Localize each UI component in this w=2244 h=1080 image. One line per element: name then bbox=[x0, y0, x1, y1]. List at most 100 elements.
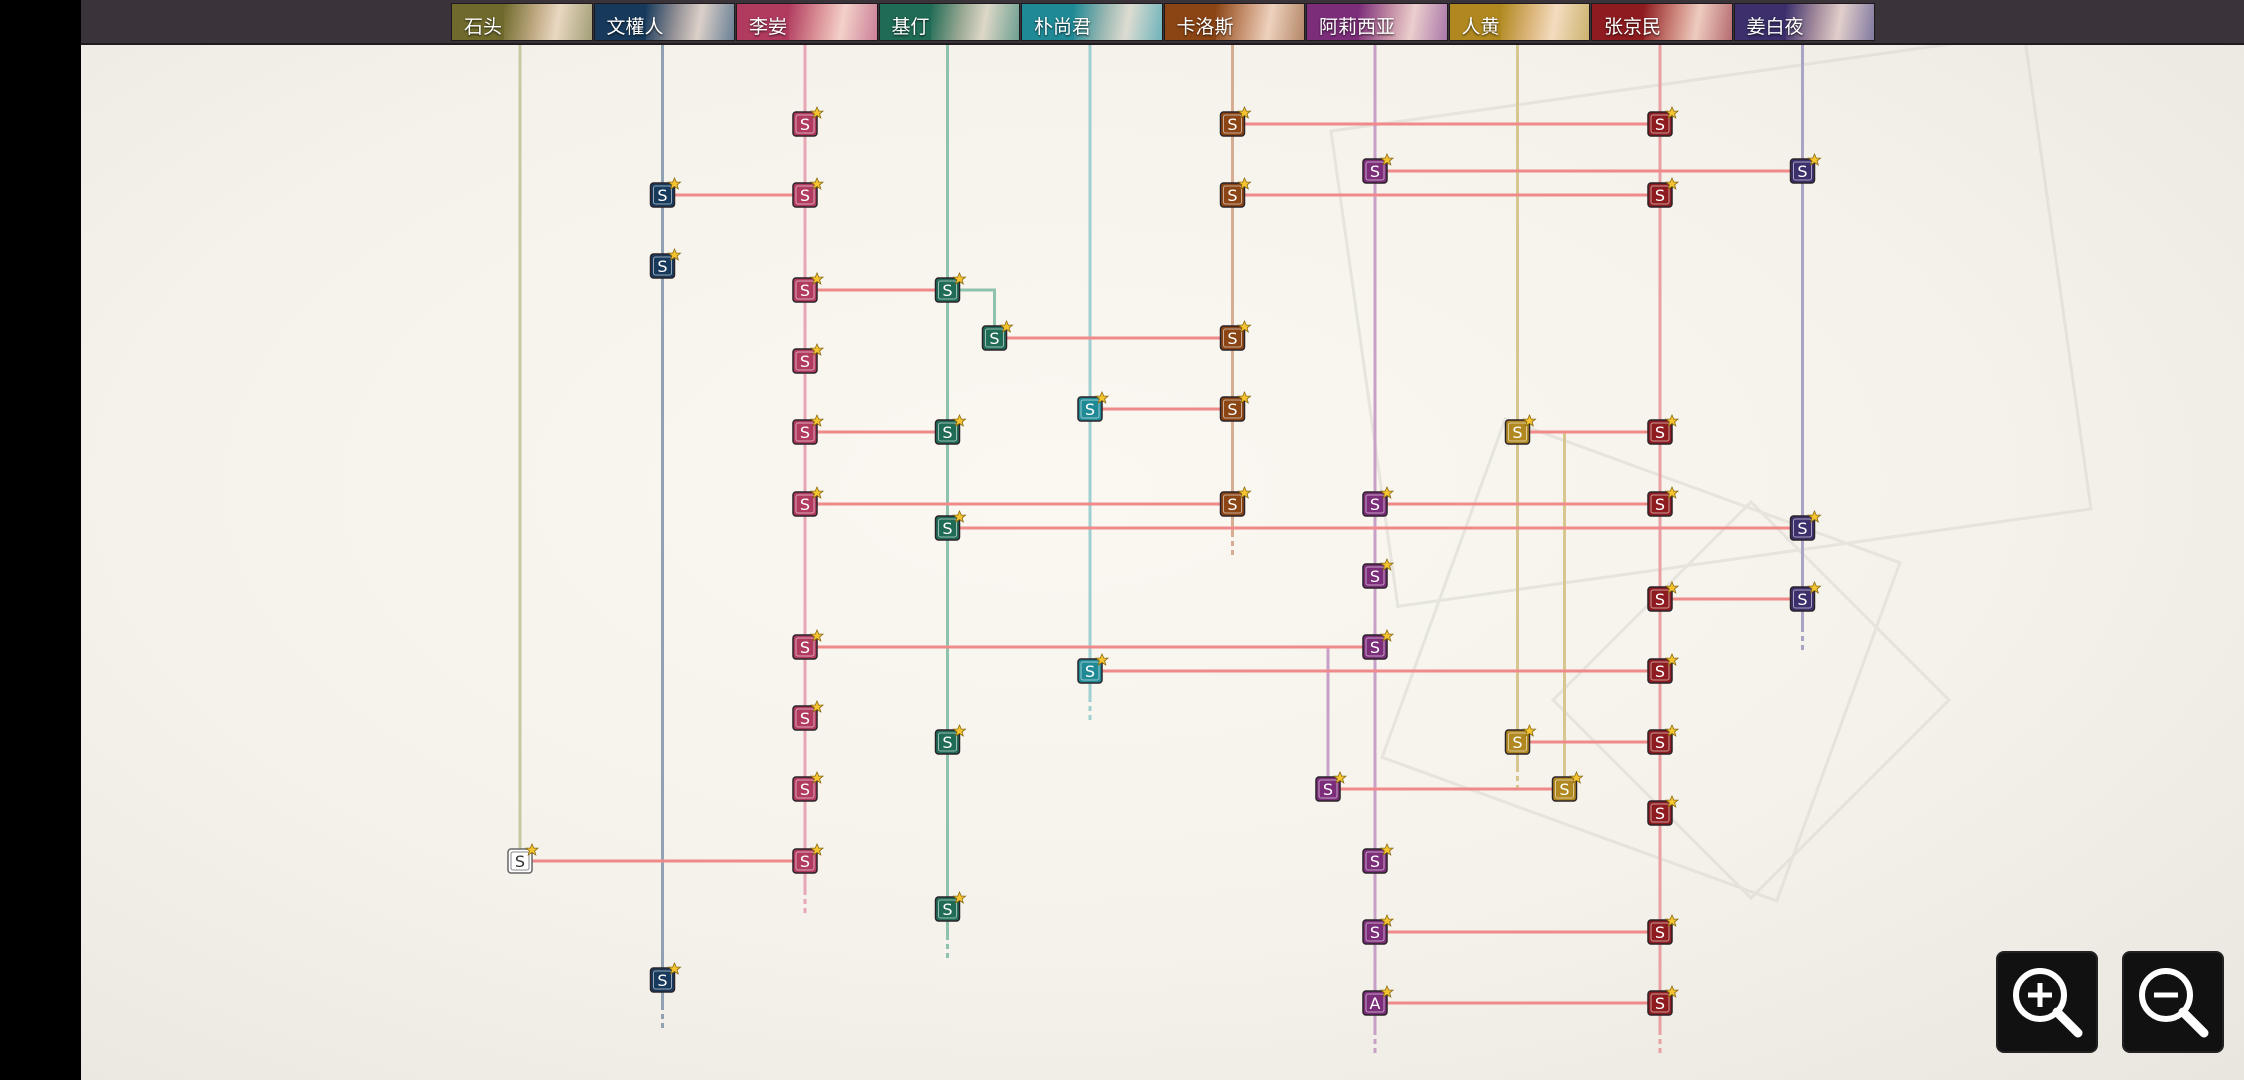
support-node-piaoshangjun[interactable]: S bbox=[1077, 653, 1110, 684]
star-icon bbox=[1379, 629, 1395, 642]
support-node-jiding[interactable]: S bbox=[934, 891, 967, 922]
node-rank: S bbox=[1512, 733, 1522, 752]
node-inner-border bbox=[795, 851, 815, 871]
character-tab-zhangjingmin[interactable]: 张京民 bbox=[1591, 3, 1733, 41]
node-inner-border bbox=[1508, 422, 1527, 442]
character-tab-jiding[interactable]: 基仃 bbox=[878, 3, 1020, 41]
support-node-zhangjingmin[interactable]: S bbox=[1647, 177, 1680, 208]
node-rank: S bbox=[1370, 852, 1380, 871]
node-box bbox=[1647, 919, 1673, 945]
support-node-zhangjingmin[interactable]: S bbox=[1647, 653, 1680, 684]
node-box bbox=[792, 419, 818, 445]
support-node-piaoshangjun[interactable]: S bbox=[1077, 391, 1110, 422]
star-icon bbox=[809, 272, 825, 285]
support-node-liyao[interactable]: S bbox=[792, 486, 825, 517]
support-node-aliciya[interactable]: S bbox=[1362, 914, 1395, 945]
support-node-zhangjingmin[interactable]: S bbox=[1647, 414, 1680, 445]
support-node-zhangjingmin[interactable]: S bbox=[1647, 914, 1680, 945]
support-node-zhangjingmin[interactable]: S bbox=[1647, 724, 1680, 755]
support-node-jiding[interactable]: S bbox=[934, 724, 967, 755]
star-icon bbox=[809, 486, 825, 499]
character-tab-renhuang[interactable]: 人黄 bbox=[1448, 3, 1590, 41]
node-box bbox=[649, 253, 676, 279]
node-inner-border bbox=[1650, 185, 1670, 205]
node-rank: S bbox=[1323, 780, 1333, 799]
support-node-renhuang[interactable]: S bbox=[1504, 414, 1537, 445]
node-box bbox=[792, 277, 818, 303]
character-name: 张京民 bbox=[1604, 16, 1662, 38]
node-box bbox=[934, 515, 961, 541]
support-node-jiangbaiye[interactable]: S bbox=[1789, 153, 1822, 184]
character-portrait bbox=[1501, 4, 1589, 40]
support-node-jiangbaiye[interactable]: S bbox=[1789, 510, 1822, 541]
character-tab-jiangbaiye[interactable]: 姜白夜 bbox=[1733, 3, 1875, 41]
character-portrait bbox=[1216, 4, 1304, 40]
support-node-kaluosi[interactable]: S bbox=[1219, 391, 1252, 422]
support-node-zhangjingmin[interactable]: S bbox=[1647, 985, 1680, 1016]
support-node-liyao[interactable]: S bbox=[792, 177, 825, 208]
support-node-liyao[interactable]: S bbox=[792, 272, 825, 303]
support-node-aliciya[interactable]: S bbox=[1315, 771, 1348, 802]
star-icon bbox=[667, 962, 682, 975]
zoom-in-button[interactable] bbox=[1998, 953, 2096, 1051]
zoom-out-button[interactable] bbox=[2124, 953, 2222, 1051]
node-inner-border bbox=[938, 422, 957, 442]
support-node-renhuang[interactable]: S bbox=[1504, 724, 1537, 755]
character-tab-aliciya[interactable]: 阿莉西亚 bbox=[1306, 3, 1448, 41]
support-node-zhangjingmin[interactable]: S bbox=[1647, 106, 1680, 137]
support-node-jiangbaiye[interactable]: S bbox=[1789, 581, 1822, 612]
support-node-liyao[interactable]: S bbox=[792, 771, 825, 802]
support-node-liyao[interactable]: S bbox=[792, 629, 825, 660]
star-icon bbox=[1237, 177, 1252, 190]
node-inner-border bbox=[1365, 494, 1385, 514]
support-node-kaluosi[interactable]: S bbox=[1219, 320, 1252, 351]
star-icon bbox=[1379, 153, 1395, 166]
support-node-kaluosi[interactable]: S bbox=[1219, 486, 1252, 517]
support-node-aliciya[interactable]: S bbox=[1362, 153, 1395, 184]
support-node-kaluosi[interactable]: S bbox=[1219, 177, 1252, 208]
support-node-liyao[interactable]: S bbox=[792, 700, 825, 731]
support-node-aliciya[interactable]: A bbox=[1362, 985, 1395, 1016]
support-node-aliciya[interactable]: S bbox=[1362, 558, 1395, 589]
support-node-zhangjingmin[interactable]: S bbox=[1647, 486, 1680, 517]
character-tab-kaluosi[interactable]: 卡洛斯 bbox=[1163, 3, 1305, 41]
character-tab-liyao[interactable]: 李妛 bbox=[736, 3, 878, 41]
star-icon bbox=[1379, 985, 1395, 998]
support-node-jiding[interactable]: S bbox=[981, 320, 1014, 351]
node-rank: S bbox=[800, 852, 810, 871]
support-node-aliciya[interactable]: S bbox=[1362, 486, 1395, 517]
node-inner-border bbox=[1223, 399, 1242, 419]
support-node-jiding[interactable]: S bbox=[934, 414, 967, 445]
node-rank: S bbox=[800, 115, 810, 134]
star-icon bbox=[1379, 843, 1395, 856]
character-tab-piaoshangjun[interactable]: 朴尚君 bbox=[1021, 3, 1163, 41]
support-node-jiding[interactable]: S bbox=[934, 510, 967, 541]
node-rank: S bbox=[1370, 495, 1380, 514]
support-node-wenquanren[interactable]: S bbox=[649, 962, 682, 993]
support-node-zhangjingmin[interactable]: S bbox=[1647, 581, 1680, 612]
support-node-liyao[interactable]: S bbox=[792, 843, 825, 874]
support-node-aliciya[interactable]: S bbox=[1362, 843, 1395, 874]
star-icon bbox=[1379, 914, 1395, 927]
support-node-kaluosi[interactable]: S bbox=[1219, 106, 1252, 137]
support-node-liyao[interactable]: S bbox=[792, 343, 825, 374]
node-box bbox=[981, 325, 1008, 351]
node-inner-border bbox=[1793, 161, 1812, 181]
node-box bbox=[507, 848, 533, 874]
node-box bbox=[1362, 158, 1388, 184]
support-node-shitou[interactable]: S bbox=[507, 843, 540, 874]
support-node-jiding[interactable]: S bbox=[934, 272, 967, 303]
character-tab-wenquanren[interactable]: 文權人 bbox=[593, 3, 735, 41]
support-node-renhuang[interactable]: S bbox=[1551, 771, 1584, 802]
support-node-zhangjingmin[interactable]: S bbox=[1647, 795, 1680, 826]
support-node-wenquanren[interactable]: S bbox=[649, 248, 682, 279]
node-rank: S bbox=[1227, 186, 1237, 205]
support-node-liyao[interactable]: S bbox=[792, 106, 825, 137]
character-tab-shitou[interactable]: 石头 bbox=[451, 3, 593, 41]
node-box bbox=[792, 182, 818, 208]
support-node-wenquanren[interactable]: S bbox=[649, 177, 682, 208]
support-node-liyao[interactable]: S bbox=[792, 414, 825, 445]
node-box bbox=[1647, 111, 1673, 137]
node-inner-border bbox=[653, 970, 672, 990]
support-node-aliciya[interactable]: S bbox=[1362, 629, 1395, 660]
